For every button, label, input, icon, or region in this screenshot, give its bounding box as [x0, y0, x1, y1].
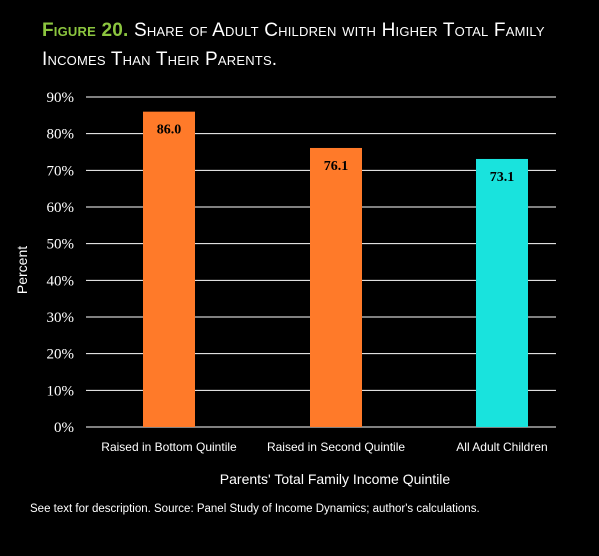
bar-value-label: 86.0 [157, 123, 182, 138]
y-axis-title: Percent [14, 246, 30, 294]
y-tick-label: 70% [47, 163, 75, 179]
footnote: See text for description. Source: Panel … [30, 503, 480, 515]
bar-value-label: 76.1 [324, 159, 349, 174]
y-tick-label: 0% [54, 420, 74, 436]
figure-number: Figure 20. [42, 20, 129, 41]
category-labels: Raised in Bottom Quintile Raised in Secon… [101, 440, 547, 454]
bar-value-label: 73.1 [490, 170, 515, 185]
y-tick-labels: 0% 10% 20% 30% 40% 50% 60% 70% 80% 90% [47, 90, 75, 436]
bars [143, 111, 528, 428]
category-label: Raised in Second Quintile [267, 440, 405, 454]
bar-chart: 0% 10% 20% 30% 40% 50% 60% 70% 80% 90% 86.0 76.1 73… [14, 90, 556, 487]
figure-title-text: Share of Adult Children with Higher Tota… [42, 20, 545, 70]
y-tick-label: 80% [47, 127, 75, 143]
bar [476, 158, 528, 427]
y-tick-label: 50% [47, 237, 75, 253]
data-labels: 86.0 76.1 73.1 [157, 123, 515, 185]
category-label: All Adult Children [456, 440, 547, 454]
y-tick-label: 30% [47, 310, 75, 326]
figure-title: Figure 20. Share of Adult Children with … [42, 16, 582, 74]
y-tick-label: 20% [47, 347, 75, 363]
bar [143, 111, 195, 428]
y-tick-label: 90% [47, 90, 75, 106]
category-label: Raised in Bottom Quintile [101, 440, 237, 454]
y-tick-label: 40% [47, 273, 75, 289]
y-tick-label: 60% [47, 200, 75, 216]
x-axis-title: Parents' Total Family Income Quintile [220, 471, 451, 487]
y-tick-label: 10% [47, 383, 75, 399]
bar [310, 147, 362, 427]
